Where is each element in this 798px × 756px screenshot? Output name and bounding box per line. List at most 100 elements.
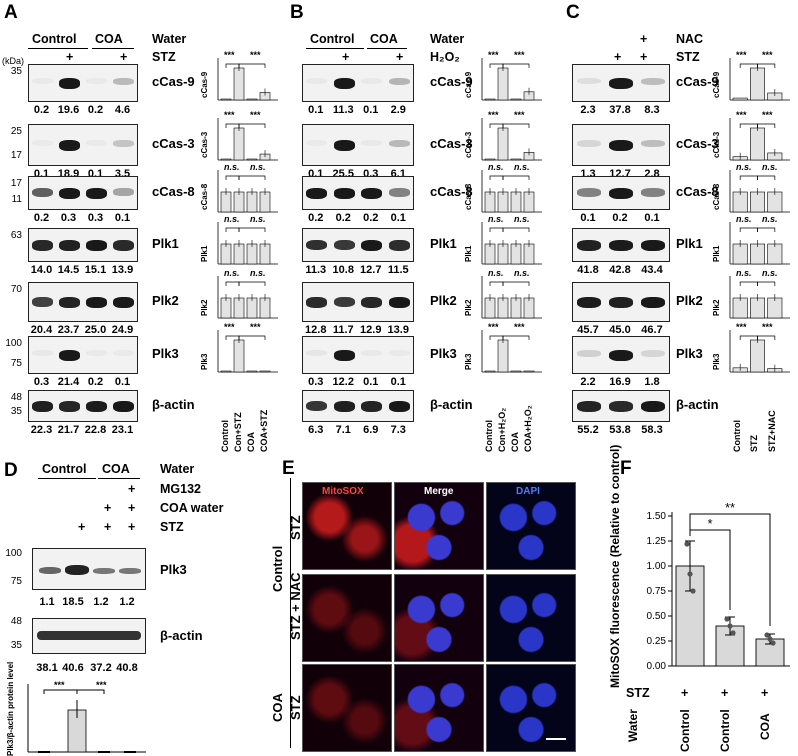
quant-bar — [246, 370, 258, 373]
panel-c-sig-0: *** — [736, 50, 747, 60]
panel-b-yaxis-0: cCas-9 — [464, 71, 473, 98]
band-2 — [86, 78, 107, 85]
band-0 — [306, 350, 328, 357]
panel-b-blot-4-num: 12.9 — [360, 324, 382, 336]
panel-a-plus-2: + — [120, 50, 128, 64]
panel-b-blot-3-label: Plk1 — [430, 236, 457, 251]
panel-a-blot-1-label: cCas-3 — [152, 136, 195, 151]
scale-bar — [546, 738, 566, 740]
f-ytick-label: 0.25 — [647, 636, 667, 647]
panel-a-blot-5-mw: 75 — [10, 358, 22, 369]
band-1 — [608, 240, 634, 251]
panel-b-blot-4-num: 13.9 — [387, 324, 409, 336]
panel-b-sig-1: *** — [514, 110, 525, 120]
panel-a-blot-0 — [28, 64, 138, 102]
panel-a-sig-1: *** — [224, 110, 235, 120]
panel-c-blot-3-num: 41.8 — [577, 264, 599, 276]
panel-c-blot-3-label: Plk1 — [676, 236, 703, 251]
panel-c-sig-3: n.s. — [736, 214, 752, 224]
panel-a-blot-4-num: 25.0 — [84, 324, 107, 336]
panel-b-blot-0-num: 11.3 — [332, 104, 354, 116]
panel-a-blot-0-num: 19.6 — [57, 104, 80, 116]
f-point — [767, 636, 773, 642]
panel-b-blot-0-label: cCas-9 — [430, 74, 473, 89]
panel-c-blot-0 — [572, 64, 670, 102]
quant-bar — [233, 339, 245, 373]
panel-a-yaxis-0: cCas-9 — [200, 71, 209, 98]
band-3 — [388, 140, 410, 148]
panel-a-yaxis-5: Plk3 — [200, 353, 209, 370]
panel-c-plus-nac: + — [640, 32, 648, 46]
band-0 — [576, 350, 602, 357]
panel-a-blot-0-num: 0.2 — [33, 104, 50, 116]
f-ytick-label: 0.75 — [647, 586, 667, 597]
panel-b-blot-2-num: 0.1 — [390, 212, 406, 224]
panel-d-treat-mg132: MG132 — [160, 482, 201, 496]
panel-b-quant-2 — [481, 170, 542, 213]
band-0 — [576, 401, 602, 412]
micrograph-tile-r1-c0 — [302, 574, 392, 662]
panel-a-blot-5 — [28, 336, 138, 374]
panel-c-blot-0-label: cCas-9 — [676, 74, 719, 89]
band-0 — [32, 240, 53, 251]
panel-a-blot-1 — [28, 124, 138, 166]
band-1 — [608, 297, 634, 308]
panel-d-plk3-label: Plk3 — [160, 562, 187, 577]
f-sig-bracket — [689, 529, 731, 610]
panel-a-xlabel: Control — [220, 420, 230, 452]
panel-a-blot-4-mw: 70 — [10, 284, 22, 295]
quant-bar — [750, 339, 765, 373]
panel-c-blot-0-num: 8.3 — [644, 104, 660, 116]
panel-a-blot-2-num: 0.2 — [33, 212, 50, 224]
panel-a-sig-5: *** — [224, 322, 235, 332]
panel-b-blot-0-num: 0.1 — [363, 104, 379, 116]
panel-a-sig-0: *** — [250, 50, 261, 60]
panel-c-actin-label: β-actin — [676, 397, 719, 412]
panel-a-yaxis-4: Plk2 — [200, 299, 209, 316]
f-sig-bracket — [689, 513, 771, 626]
panel-e-col-label: MitoSOX — [322, 486, 364, 497]
panel-b-actin-num: 6.3 — [308, 424, 324, 436]
band-3 — [388, 401, 410, 412]
panel-b-blot-5-num: 12.2 — [332, 376, 354, 388]
panel-a-blot-3 — [28, 228, 138, 262]
panel-c-blot-2-label: cCas-8 — [676, 184, 719, 199]
panel-a-actin-num: 22.8 — [84, 424, 107, 436]
panel-e-letter: E — [282, 458, 295, 479]
panel-a-group-control: Control — [32, 32, 77, 46]
panel-b-blot-4-num: 11.7 — [332, 324, 354, 336]
panel-b-treat-water: Water — [430, 32, 465, 46]
panel-a-treat-stz: STZ — [152, 50, 176, 64]
panel-b-sig-5: *** — [514, 322, 525, 332]
panel-d-mw: 35 — [10, 640, 22, 651]
panel-c-quant-2 — [729, 170, 790, 213]
band-1 — [59, 140, 80, 151]
panel-a-blot-3-num: 14.0 — [30, 264, 53, 276]
band-0 — [306, 240, 328, 251]
panel-c-quant-5 — [729, 330, 790, 373]
panel-c-blot-4-label: Plk2 — [676, 293, 703, 308]
panel-c-blot-5-num: 16.9 — [609, 376, 631, 388]
panel-b-letter: B — [290, 2, 304, 23]
panel-c-quant-1 — [729, 118, 790, 161]
f-ytick-label: 0.00 — [647, 661, 667, 672]
band-2 — [361, 240, 383, 251]
panel-b-sig-2: n.s. — [514, 162, 530, 172]
quant-bar — [246, 98, 258, 101]
panel-b-blot-0-num: 0.1 — [308, 104, 324, 116]
band-0 — [32, 78, 53, 85]
panel-a-actin-num: 22.3 — [30, 424, 53, 436]
panel-c-sig-4: n.s. — [736, 268, 752, 278]
panel-b-yaxis-3: Plk1 — [464, 245, 473, 262]
panel-c-blot-2-num: 0.1 — [580, 212, 596, 224]
f-ytick-label: 1.00 — [647, 561, 667, 572]
f-sig-label: ** — [725, 500, 735, 515]
f-ytick-label: 0.50 — [647, 611, 667, 622]
panel-d-plk3-num: 1.2 — [93, 596, 109, 608]
panel-b-actin-num: 7.3 — [390, 424, 406, 436]
panel-d-actin-num: 40.8 — [116, 662, 138, 674]
panel-b-blot-5-num: 0.3 — [308, 376, 324, 388]
panel-d-plk3-num: 18.5 — [62, 596, 84, 608]
panel-d-group-control: Control — [42, 462, 87, 476]
panel-b-sig-5: *** — [488, 322, 499, 332]
